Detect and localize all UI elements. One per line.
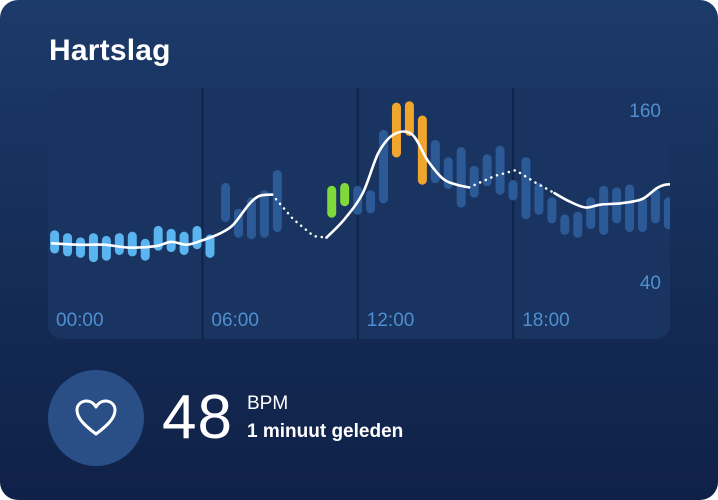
card-title: Hartslag [49,34,171,67]
last-measured-time: 1 minuut geleden [247,421,404,442]
trend-line-solid-2 [325,130,471,239]
trend-line-solid-4 [553,183,670,209]
trend-line-solid-0 [50,193,274,249]
current-bpm-value: 48 [162,383,233,452]
x-tick-label-1: 06:00 [211,310,259,331]
y-tick-label-0: 160 [629,101,661,122]
x-tick-label-2: 12:00 [367,310,415,331]
x-tick-label-0: 00:00 [56,310,104,331]
bpm-unit-label: BPM [247,393,289,414]
y-tick-label-1: 40 [640,273,661,294]
heart-icon-badge[interactable] [48,370,144,466]
heart-rate-chart-svg: 00:00 06:00 12:00 18:00 160 40 [50,88,670,339]
heart-rate-chart: 00:00 06:00 12:00 18:00 160 40 [48,88,670,339]
trend-line-dotted-3 [467,168,556,195]
x-tick-label-3: 18:00 [522,310,570,331]
heart-outline-icon [75,399,117,436]
